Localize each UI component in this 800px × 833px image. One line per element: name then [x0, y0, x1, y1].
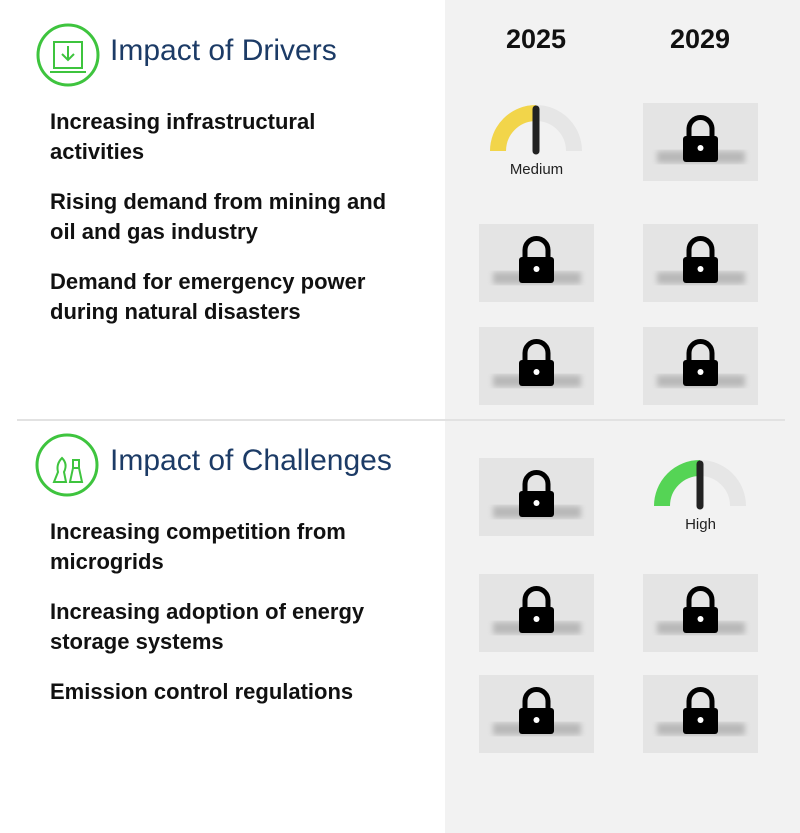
lock-hole	[533, 500, 540, 506]
drivers-icon	[36, 23, 100, 87]
gauge-arc	[654, 460, 701, 507]
locked-cell	[643, 224, 758, 302]
item-label: Rising demand from mining and oil and ga…	[50, 189, 387, 244]
lock-shackle	[686, 687, 715, 709]
item-label: Increasing adoption of energy storage sy…	[50, 599, 365, 654]
lock-shackle	[522, 687, 551, 709]
section-title: Impact of Challenges	[110, 444, 392, 477]
lock-hole	[697, 369, 704, 375]
lock-shackle	[522, 470, 551, 492]
item-label: Increasing infrastructural activities	[50, 109, 316, 164]
lock-hole	[697, 266, 704, 272]
lock-hole	[697, 145, 704, 151]
item-label: Demand for emergency power during natura…	[50, 269, 366, 324]
lock-hole	[697, 616, 704, 622]
divider	[17, 419, 785, 421]
lock-shackle	[686, 339, 715, 361]
section-title: Impact of Drivers	[110, 34, 337, 67]
challenges-icon	[35, 433, 99, 497]
lock-hole	[697, 717, 704, 723]
locked-cell	[643, 103, 758, 181]
year-header: 2029	[669, 24, 731, 54]
lock-hole	[533, 717, 540, 723]
lock-hole	[533, 369, 540, 375]
locked-cell	[479, 224, 594, 302]
item-label: Increasing competition from microgrids	[50, 519, 346, 574]
gauge	[654, 460, 746, 510]
lock-shackle	[686, 586, 715, 608]
year-header: 2025	[505, 24, 567, 54]
locked-cell	[643, 327, 758, 405]
locked-cell	[643, 574, 758, 652]
lock-shackle	[522, 339, 551, 361]
gauge-label: Medium	[509, 161, 564, 178]
locked-cell	[643, 675, 758, 753]
lock-shackle	[522, 236, 551, 258]
item-label: Emission control regulations	[50, 679, 354, 704]
lock-hole	[533, 266, 540, 272]
lock-shackle	[686, 115, 715, 137]
gauge-arc	[490, 105, 537, 152]
gauge	[490, 105, 582, 155]
locked-cell	[479, 675, 594, 753]
locked-cell	[479, 327, 594, 405]
lock-shackle	[686, 236, 715, 258]
locked-cell	[479, 574, 594, 652]
locked-cell	[479, 458, 594, 536]
lock-shackle	[522, 586, 551, 608]
gauge-label: High	[685, 516, 716, 533]
lock-hole	[533, 616, 540, 622]
